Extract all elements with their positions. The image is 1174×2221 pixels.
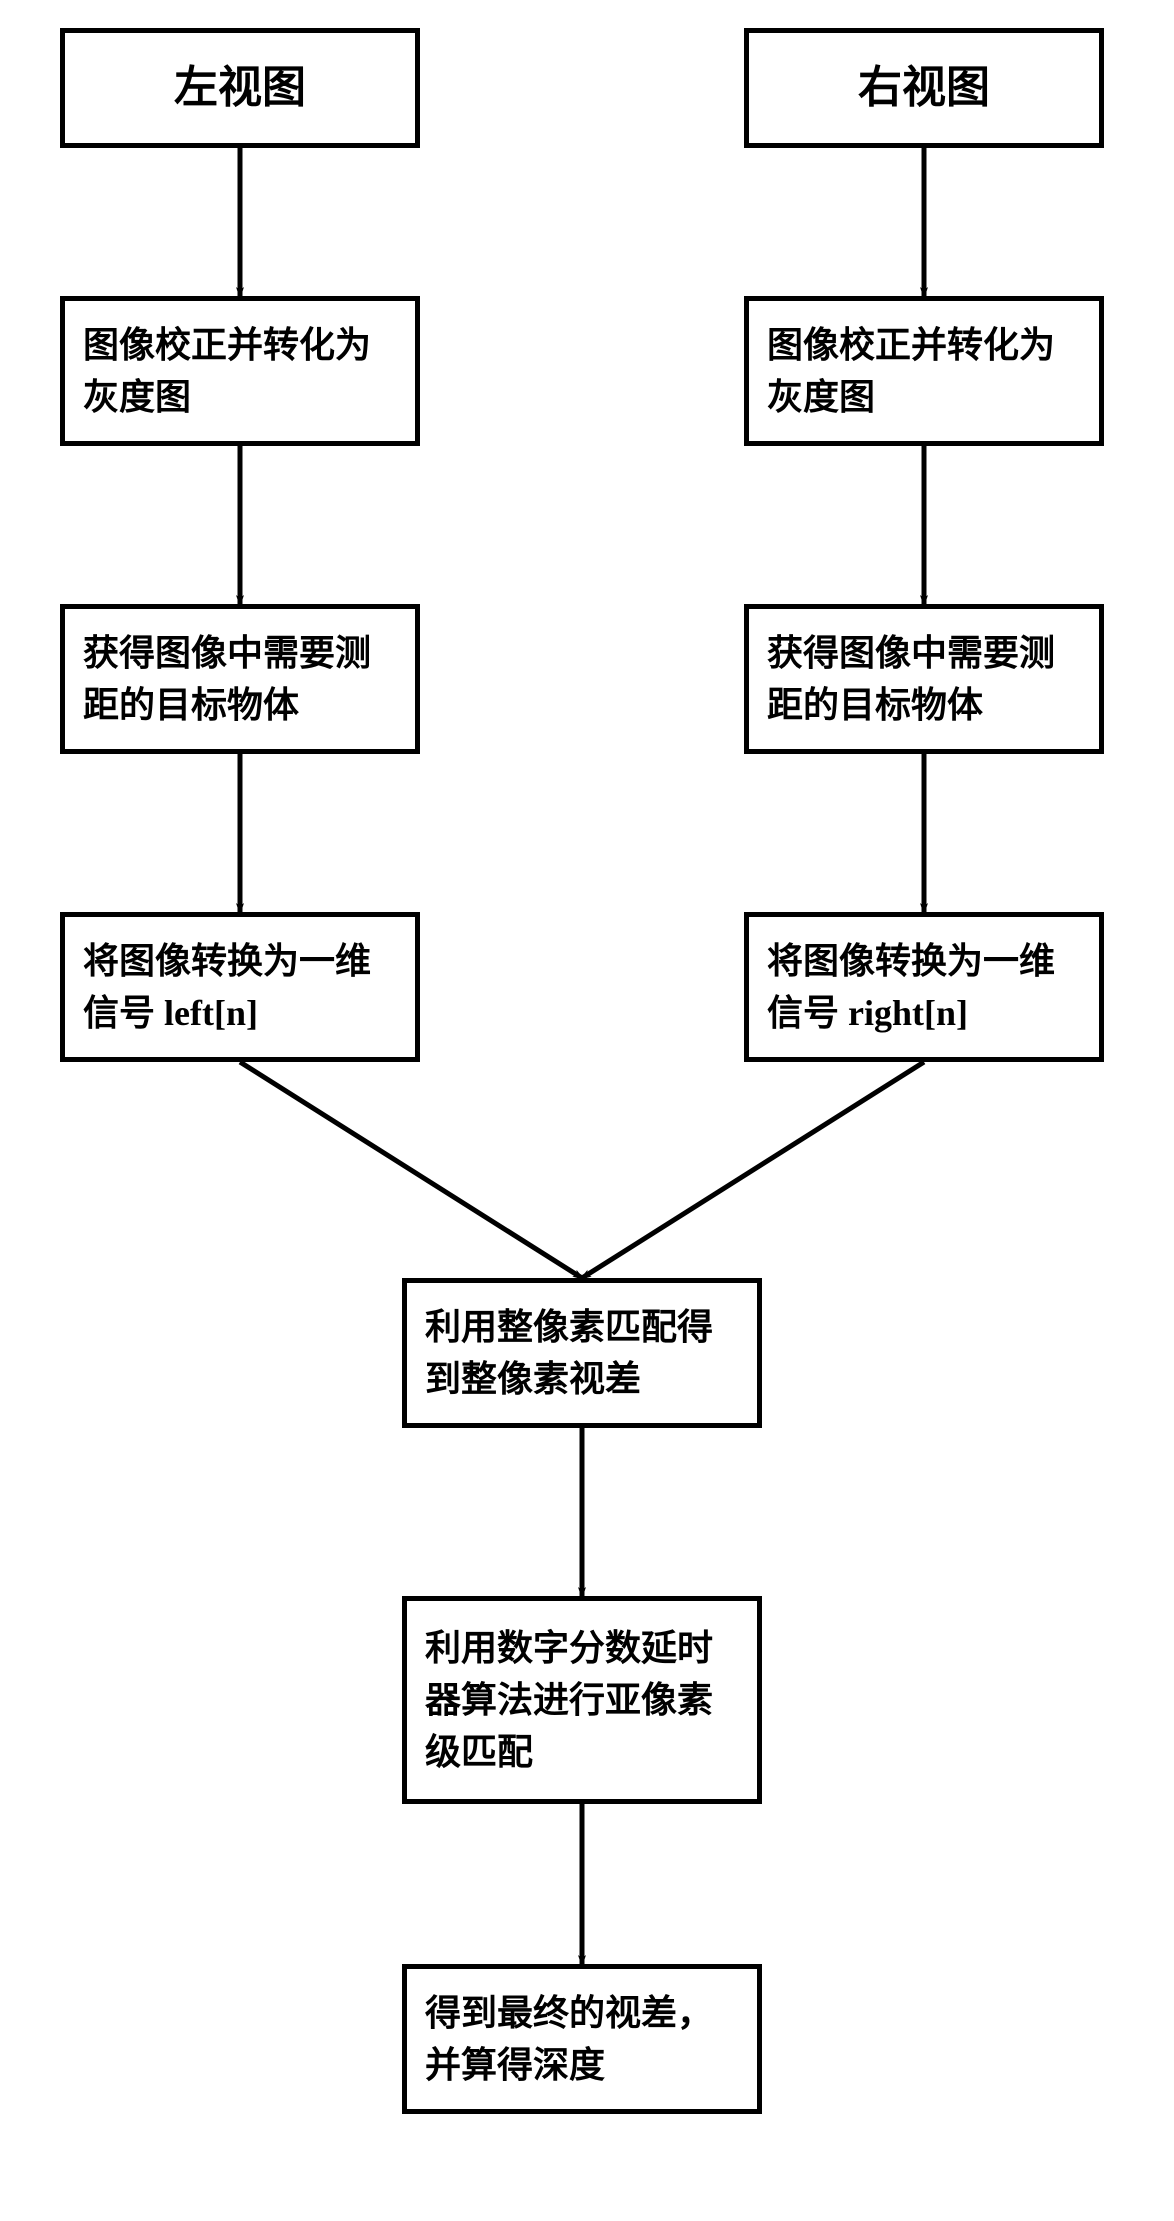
node-label: 利用整像素匹配得到整像素视差 bbox=[425, 1301, 739, 1405]
node-label: 将图像转换为一维信号 left[n] bbox=[83, 935, 397, 1039]
node-left-signal: 将图像转换为一维信号 left[n] bbox=[60, 912, 420, 1062]
edge bbox=[582, 1062, 924, 1278]
node-label: 图像校正并转化为灰度图 bbox=[767, 319, 1081, 423]
node-label: 得到最终的视差，并算得深度 bbox=[425, 1987, 739, 2091]
node-subpixel: 利用数字分数延时器算法进行亚像素级匹配 bbox=[402, 1596, 762, 1804]
node-integer-match: 利用整像素匹配得到整像素视差 bbox=[402, 1278, 762, 1428]
node-result: 得到最终的视差，并算得深度 bbox=[402, 1964, 762, 2114]
node-label: 获得图像中需要测距的目标物体 bbox=[767, 627, 1081, 731]
node-label: 左视图 bbox=[174, 56, 306, 120]
edge bbox=[240, 1062, 582, 1278]
node-label: 将图像转换为一维信号 right[n] bbox=[767, 935, 1081, 1039]
node-right-target: 获得图像中需要测距的目标物体 bbox=[744, 604, 1104, 754]
node-left-target: 获得图像中需要测距的目标物体 bbox=[60, 604, 420, 754]
node-label: 图像校正并转化为灰度图 bbox=[83, 319, 397, 423]
node-right-title: 右视图 bbox=[744, 28, 1104, 148]
node-label: 获得图像中需要测距的目标物体 bbox=[83, 627, 397, 731]
node-left-title: 左视图 bbox=[60, 28, 420, 148]
node-label: 右视图 bbox=[858, 56, 990, 120]
flowchart-canvas: 左视图 右视图 图像校正并转化为灰度图 图像校正并转化为灰度图 获得图像中需要测… bbox=[0, 0, 1174, 2221]
node-right-signal: 将图像转换为一维信号 right[n] bbox=[744, 912, 1104, 1062]
node-left-rectify: 图像校正并转化为灰度图 bbox=[60, 296, 420, 446]
node-right-rectify: 图像校正并转化为灰度图 bbox=[744, 296, 1104, 446]
node-label: 利用数字分数延时器算法进行亚像素级匹配 bbox=[425, 1622, 739, 1779]
